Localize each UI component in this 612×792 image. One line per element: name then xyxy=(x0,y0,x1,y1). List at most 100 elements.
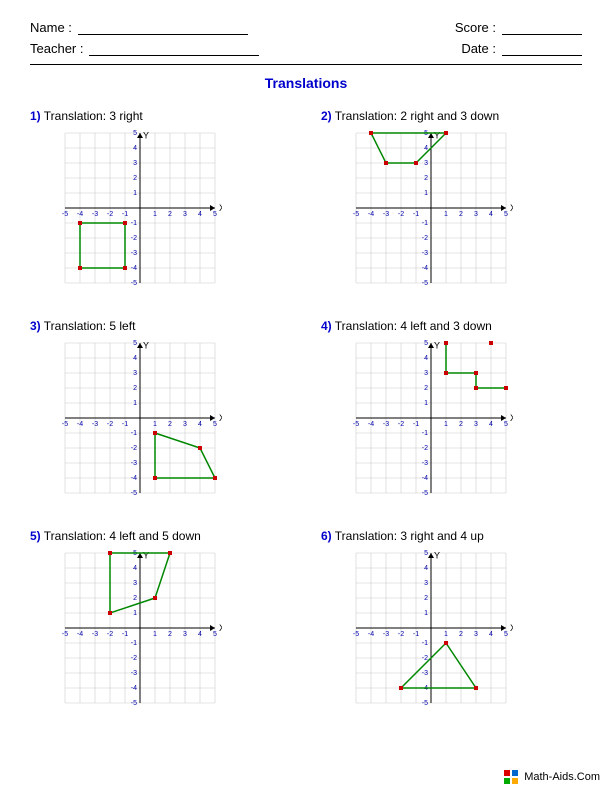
svg-text:-1: -1 xyxy=(122,211,128,218)
svg-text:-2: -2 xyxy=(107,631,113,638)
svg-text:-2: -2 xyxy=(422,235,428,242)
svg-text:3: 3 xyxy=(183,211,187,218)
svg-text:-4: -4 xyxy=(422,265,428,272)
svg-text:-2: -2 xyxy=(131,445,137,452)
svg-text:4: 4 xyxy=(489,631,493,638)
svg-text:-3: -3 xyxy=(383,421,389,428)
svg-text:4: 4 xyxy=(133,355,137,362)
svg-text:-2: -2 xyxy=(131,655,137,662)
svg-text:-5: -5 xyxy=(353,421,359,428)
svg-text:-4: -4 xyxy=(368,631,374,638)
svg-text:-3: -3 xyxy=(92,421,98,428)
svg-text:5: 5 xyxy=(133,340,137,347)
coordinate-grid: -5-5-4-4-3-3-2-2-1-11122334455XY xyxy=(58,129,222,289)
teacher-blank[interactable] xyxy=(89,42,259,56)
svg-text:4: 4 xyxy=(198,421,202,428)
coordinate-grid: -5-5-4-4-3-3-2-2-1-11122334455XY xyxy=(58,549,222,709)
svg-text:-1: -1 xyxy=(422,220,428,227)
svg-text:5: 5 xyxy=(504,211,508,218)
svg-text:X: X xyxy=(219,623,222,633)
svg-text:1: 1 xyxy=(424,610,428,617)
svg-text:5: 5 xyxy=(504,631,508,638)
svg-text:-1: -1 xyxy=(131,640,137,647)
svg-text:-1: -1 xyxy=(131,220,137,227)
svg-text:2: 2 xyxy=(133,595,137,602)
svg-text:Y: Y xyxy=(434,550,440,560)
svg-text:3: 3 xyxy=(133,370,137,377)
svg-text:-1: -1 xyxy=(422,430,428,437)
svg-text:-5: -5 xyxy=(422,490,428,497)
svg-text:2: 2 xyxy=(459,211,463,218)
svg-text:3: 3 xyxy=(474,631,478,638)
svg-text:-3: -3 xyxy=(383,631,389,638)
svg-text:4: 4 xyxy=(489,421,493,428)
svg-text:1: 1 xyxy=(153,421,157,428)
problem-number: 5) xyxy=(30,529,41,543)
svg-text:-1: -1 xyxy=(131,430,137,437)
svg-text:-3: -3 xyxy=(131,250,137,257)
svg-text:-5: -5 xyxy=(131,280,137,287)
svg-text:2: 2 xyxy=(168,211,172,218)
svg-text:-4: -4 xyxy=(131,265,137,272)
coordinate-grid: -5-5-4-4-3-3-2-2-1-11122334455XY xyxy=(349,129,513,289)
svg-text:-4: -4 xyxy=(131,475,137,482)
svg-text:-5: -5 xyxy=(422,700,428,707)
problem-1: 1) Translation: 3 right -5-5-4-4-3-3-2-2… xyxy=(30,109,291,289)
header-divider xyxy=(30,64,582,65)
svg-text:2: 2 xyxy=(424,385,428,392)
svg-text:-5: -5 xyxy=(62,631,68,638)
svg-text:X: X xyxy=(510,413,513,423)
svg-text:2: 2 xyxy=(168,421,172,428)
problem-number: 1) xyxy=(30,109,41,123)
svg-text:4: 4 xyxy=(424,355,428,362)
svg-text:-5: -5 xyxy=(353,631,359,638)
svg-text:2: 2 xyxy=(133,175,137,182)
svg-text:1: 1 xyxy=(133,610,137,617)
svg-text:X: X xyxy=(510,203,513,213)
problem-5: 5) Translation: 4 left and 5 down -5-5-4… xyxy=(30,529,291,709)
svg-text:-3: -3 xyxy=(422,460,428,467)
svg-text:3: 3 xyxy=(424,370,428,377)
svg-text:1: 1 xyxy=(133,400,137,407)
svg-text:-4: -4 xyxy=(77,631,83,638)
svg-text:-5: -5 xyxy=(131,490,137,497)
svg-text:-3: -3 xyxy=(422,250,428,257)
svg-text:-2: -2 xyxy=(107,421,113,428)
svg-text:2: 2 xyxy=(459,421,463,428)
svg-text:1: 1 xyxy=(424,400,428,407)
svg-text:4: 4 xyxy=(489,211,493,218)
svg-text:4: 4 xyxy=(198,211,202,218)
problem-number: 2) xyxy=(321,109,332,123)
svg-text:1: 1 xyxy=(444,211,448,218)
svg-text:-1: -1 xyxy=(413,631,419,638)
svg-text:1: 1 xyxy=(153,631,157,638)
svg-text:-2: -2 xyxy=(398,211,404,218)
svg-text:2: 2 xyxy=(424,595,428,602)
svg-text:5: 5 xyxy=(213,631,217,638)
svg-text:-3: -3 xyxy=(131,670,137,677)
svg-text:1: 1 xyxy=(153,211,157,218)
svg-text:3: 3 xyxy=(133,160,137,167)
date-label: Date : xyxy=(461,41,496,56)
svg-text:-3: -3 xyxy=(92,631,98,638)
svg-text:-4: -4 xyxy=(368,211,374,218)
svg-text:-5: -5 xyxy=(422,280,428,287)
problem-number: 4) xyxy=(321,319,332,333)
score-blank[interactable] xyxy=(502,21,582,35)
footer-icon xyxy=(504,770,518,784)
svg-text:-3: -3 xyxy=(422,670,428,677)
svg-text:5: 5 xyxy=(504,421,508,428)
svg-text:4: 4 xyxy=(133,565,137,572)
coordinate-grid: -5-5-4-4-3-3-2-2-1-11122334455XY xyxy=(349,549,513,709)
svg-text:-5: -5 xyxy=(131,700,137,707)
svg-text:-5: -5 xyxy=(62,421,68,428)
problem-description: Translation: 5 left xyxy=(44,319,136,333)
problem-4: 4) Translation: 4 left and 3 down -5-5-4… xyxy=(321,319,582,499)
svg-text:2: 2 xyxy=(424,175,428,182)
footer: Math-Aids.Com xyxy=(504,770,600,784)
problem-description: Translation: 4 left and 3 down xyxy=(335,319,492,333)
name-blank[interactable] xyxy=(78,21,248,35)
svg-text:-2: -2 xyxy=(398,631,404,638)
date-blank[interactable] xyxy=(502,42,582,56)
page-title: Translations xyxy=(30,75,582,91)
